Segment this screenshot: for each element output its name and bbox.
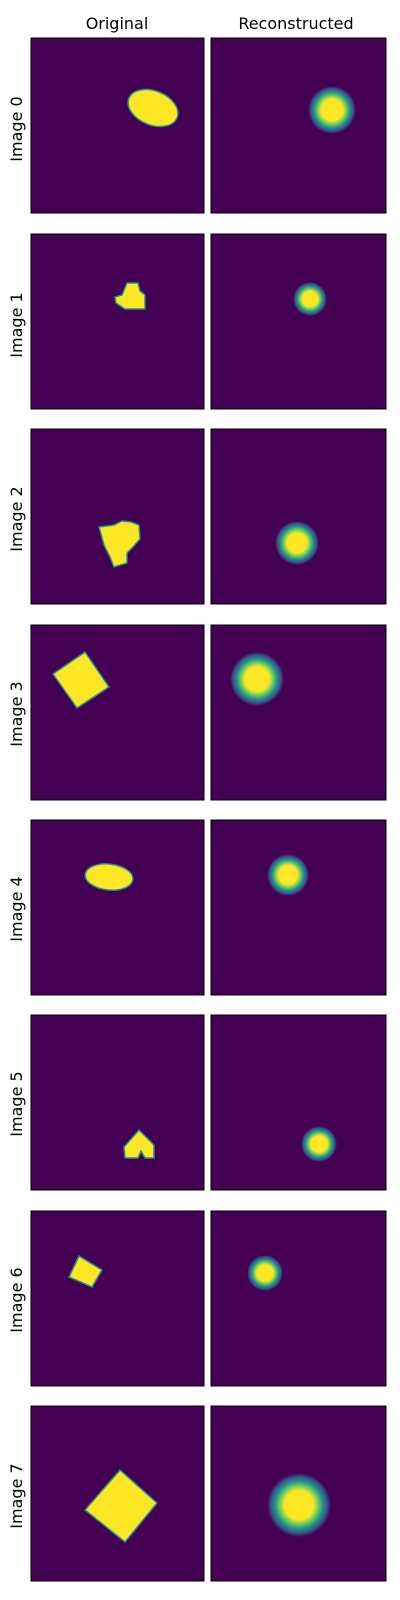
- row-label-4: Image 4: [7, 876, 26, 941]
- reconstructed-panel-1: [210, 233, 387, 410]
- row-label-6: Image 6: [7, 1267, 26, 1332]
- reconstructed-panel-7-frame: [210, 1405, 387, 1582]
- original-panel-1-background: [31, 234, 204, 409]
- reconstructed-blob-4: [267, 854, 309, 896]
- original-panel-7-frame: [30, 1405, 205, 1582]
- reconstructed-panel-2: [210, 428, 387, 605]
- original-shape-2: [98, 520, 141, 568]
- reconstructed-panel-4-background: [211, 820, 386, 995]
- reconstructed-panel-3-background: [211, 625, 386, 800]
- row-label-0: Image 0: [7, 96, 26, 161]
- reconstructed-blob-5: [301, 1126, 337, 1162]
- original-shape-4: [84, 863, 134, 891]
- original-panel-0-frame: [30, 37, 205, 214]
- reconstructed-panel-5-background: [211, 1015, 386, 1190]
- reconstructed-panel-4-frame: [210, 819, 387, 996]
- original-panel-2-background: [31, 429, 204, 604]
- reconstructed-panel-5: [210, 1014, 387, 1191]
- original-panel-5-frame: [30, 1014, 205, 1191]
- original-panel-4: [30, 819, 205, 996]
- original-panel-5-background: [31, 1015, 204, 1190]
- original-panel-6-frame: [30, 1210, 205, 1387]
- original-shape-6: [67, 1254, 104, 1288]
- row-7: Image 7: [7, 1405, 387, 1582]
- row-label-1: Image 1: [7, 292, 26, 357]
- row-4: Image 4: [7, 819, 387, 996]
- original-panel-3: [30, 624, 205, 801]
- original-panel-3-frame: [30, 624, 205, 801]
- row-0: Image 0: [7, 37, 387, 214]
- row-label-7: Image 7: [7, 1463, 26, 1528]
- reconstructed-panel-7: [210, 1405, 387, 1582]
- original-panel-6-background: [31, 1211, 204, 1386]
- original-panel-4-background: [31, 820, 204, 995]
- column-title-reconstructed: Reconstructed: [238, 14, 353, 33]
- original-panel-1-frame: [30, 233, 205, 410]
- original-shape-0: [127, 88, 179, 128]
- row-5: Image 5: [7, 1014, 387, 1191]
- row-1: Image 1: [7, 233, 387, 410]
- original-panel-0: [30, 37, 205, 214]
- original-panel-4-frame: [30, 819, 205, 996]
- original-shape-7: [83, 1468, 159, 1544]
- original-shape-5: [123, 1128, 155, 1159]
- reconstructed-blob-1: [293, 282, 327, 316]
- reconstructed-blob-2: [275, 521, 319, 565]
- original-panel-7: [30, 1405, 205, 1582]
- original-panel-2: [30, 428, 205, 605]
- reconstructed-blob-3: [230, 652, 284, 706]
- reconstructed-panel-0: [210, 37, 387, 214]
- reconstructed-panel-2-frame: [210, 428, 387, 605]
- row-label-3: Image 3: [7, 681, 26, 746]
- original-panel-2-frame: [30, 428, 205, 605]
- original-panel-3-background: [31, 625, 204, 800]
- reconstructed-panel-4: [210, 819, 387, 996]
- column-title-original: Original: [86, 14, 149, 33]
- reconstructed-panel-6-background: [211, 1211, 386, 1386]
- reconstructed-panel-0-frame: [210, 37, 387, 214]
- reconstructed-blob-6: [247, 1255, 283, 1291]
- original-panel-6: [30, 1210, 205, 1387]
- reconstructed-panel-5-frame: [210, 1014, 387, 1191]
- row-2: Image 2: [7, 428, 387, 605]
- row-6: Image 6: [7, 1210, 387, 1387]
- original-shape-1: [114, 282, 146, 310]
- reconstructed-panel-6: [210, 1210, 387, 1387]
- row-label-5: Image 5: [7, 1071, 26, 1136]
- row-3: Image 3: [7, 624, 387, 801]
- reconstructed-panel-0-background: [211, 38, 386, 213]
- reconstructed-panel-3: [210, 624, 387, 801]
- reconstructed-panel-3-frame: [210, 624, 387, 801]
- original-panel-5: [30, 1014, 205, 1191]
- reconstructed-panel-6-frame: [210, 1210, 387, 1387]
- reconstructed-panel-1-background: [211, 234, 386, 409]
- original-panel-1: [30, 233, 205, 410]
- reconstructed-panel-1-frame: [210, 233, 387, 410]
- original-panel-0-background: [31, 38, 204, 213]
- original-shape-3: [51, 650, 111, 710]
- reconstructed-panel-2-background: [211, 429, 386, 604]
- reconstructed-blob-7: [267, 1473, 331, 1537]
- reconstructed-blob-0: [308, 86, 356, 134]
- row-label-2: Image 2: [7, 486, 26, 551]
